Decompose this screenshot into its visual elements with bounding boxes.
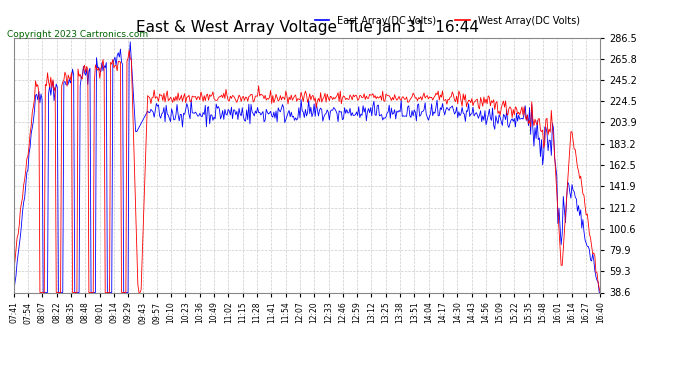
West Array(DC Volts) [426, 95, 435, 100]
West Array(DC Volts) [10, 267, 18, 271]
West Array(DC Volts) [458, 104, 466, 108]
East Array(DC Volts) [517, 117, 525, 121]
East Array(DC Volts) [42, 290, 50, 295]
Title: East & West Array Voltage  Tue Jan 31  16:44: East & West Array Voltage Tue Jan 31 16:… [135, 20, 479, 35]
East Array(DC Volts) [366, 110, 374, 115]
East Array(DC Volts) [596, 290, 604, 295]
East Array(DC Volts) [425, 115, 433, 119]
Legend: East Array(DC Volts), West Array(DC Volts): East Array(DC Volts), West Array(DC Volt… [310, 12, 584, 30]
West Array(DC Volts) [125, 48, 133, 52]
Text: Copyright 2023 Cartronics.com: Copyright 2023 Cartronics.com [7, 30, 148, 39]
West Array(DC Volts) [366, 93, 375, 98]
East Array(DC Volts) [457, 111, 465, 116]
West Array(DC Volts) [43, 70, 52, 75]
West Array(DC Volts) [596, 290, 604, 295]
East Array(DC Volts) [533, 118, 542, 123]
East Array(DC Volts) [126, 40, 135, 44]
Line: West Array(DC Volts): West Array(DC Volts) [14, 50, 600, 292]
West Array(DC Volts) [518, 105, 526, 109]
Line: East Array(DC Volts): East Array(DC Volts) [14, 42, 600, 292]
West Array(DC Volts) [534, 117, 542, 121]
East Array(DC Volts) [10, 290, 18, 295]
West Array(DC Volts) [36, 290, 44, 295]
